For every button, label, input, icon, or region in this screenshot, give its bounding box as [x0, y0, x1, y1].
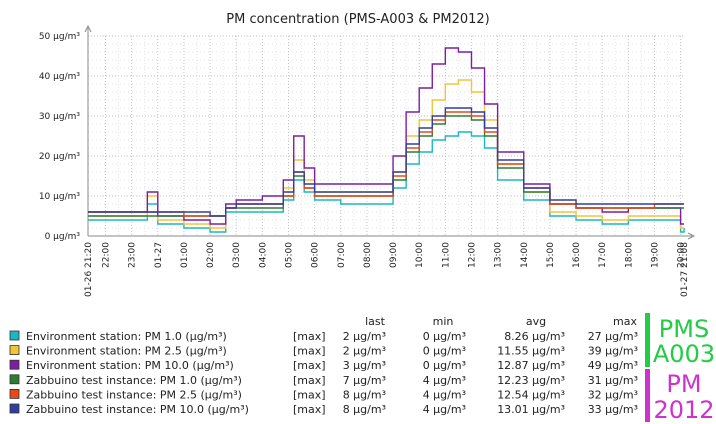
legend-last: 8 µg/m³	[343, 388, 386, 401]
legend-avg: 12.54 µg/m³	[497, 388, 565, 401]
x-tick-label: 07:00	[337, 242, 347, 268]
legend-avg: 8.26 µg/m³	[504, 330, 565, 343]
legend-agg: [max]	[293, 374, 326, 387]
x-tick-label: 01-27	[154, 242, 164, 268]
x-tick-label: 16:00	[572, 242, 582, 268]
legend-agg: [max]	[293, 388, 326, 401]
legend-max: 49 µg/m³	[588, 359, 638, 372]
legend-swatch	[9, 330, 20, 341]
legend-last: 2 µg/m³	[343, 330, 386, 343]
brand-text-a003: A003	[653, 340, 715, 368]
x-tick-label: 05:00	[284, 242, 294, 268]
legend-swatch	[9, 359, 20, 370]
y-tick-label: 30 µg/m³	[39, 112, 81, 122]
x-tick-label: 12:00	[467, 242, 477, 268]
x-axis-arrow	[687, 232, 696, 240]
grid-layer	[88, 35, 684, 237]
legend-series-name: Zabbuino test instance: PM 1.0 (µg/m³)	[26, 374, 242, 387]
legend-series-name: Environment station: PM 1.0 (µg/m³)	[26, 330, 227, 343]
y-tick-label: 0 µg/m³	[45, 232, 81, 242]
y-tick-label: 40 µg/m³	[39, 72, 81, 82]
legend-max: 31 µg/m³	[588, 374, 638, 387]
x-tick-label: 14:00	[520, 242, 530, 268]
legend-min: 0 µg/m³	[423, 345, 466, 358]
x-tick-label: 13:00	[494, 242, 504, 268]
legend-avg: 12.23 µg/m³	[497, 374, 565, 387]
legend-last: 2 µg/m³	[343, 345, 386, 358]
x-tick-label: 22:00	[102, 242, 112, 268]
legend-swatch	[9, 345, 20, 356]
legend-series-name: Zabbuino test instance: PM 10.0 (µg/m³)	[26, 403, 249, 416]
legend-last: 7 µg/m³	[343, 374, 386, 387]
x-tick-label: 20:00	[677, 242, 687, 268]
legend-agg: [max]	[293, 345, 326, 358]
legend-max: 33 µg/m³	[588, 403, 638, 416]
legend-swatch	[9, 374, 20, 385]
legend-series-name: Environment station: PM 10.0 (µg/m³)	[26, 359, 234, 372]
legend-agg: [max]	[293, 330, 326, 343]
series-line-2	[88, 79, 684, 229]
legend-header-last: last	[365, 315, 386, 328]
legend-agg: [max]	[293, 359, 326, 372]
x-tick-label: 17:00	[598, 242, 608, 268]
series-line-3	[88, 47, 684, 225]
brand-text-pms: PMS	[659, 315, 709, 343]
legend-swatch	[9, 388, 20, 399]
axis-layer: 0 µg/m³ 10 µg/m³ 20 µg/m³ 30 µg/m³ 40 µg/m³ 5…	[39, 24, 696, 297]
legend-header-max: max	[613, 315, 637, 328]
legend-min: 0 µg/m³	[423, 330, 466, 343]
brand-text-pm: PM	[666, 370, 701, 398]
x-tick-label: 19:00	[650, 242, 660, 268]
x-tick-label: 01-27 21:08	[680, 242, 690, 297]
x-tick-label: 01:00	[180, 242, 190, 268]
legend-min: 0 µg/m³	[423, 359, 466, 372]
x-tick-label: 08:00	[363, 242, 373, 268]
legend-header-min: min	[433, 315, 454, 328]
legend-avg: 12.87 µg/m³	[497, 359, 565, 372]
series-line-1	[88, 131, 685, 233]
chart-title: PM concentration (PMS-A003 & PM2012)	[226, 12, 489, 27]
x-tick-label: 18:00	[624, 242, 634, 268]
y-axis-arrow	[84, 24, 92, 33]
x-tick-label: 02:00	[206, 242, 216, 268]
x-tick-label: 23:00	[128, 242, 138, 268]
x-tick-label: 15:00	[546, 242, 556, 268]
x-tick-label: 11:00	[441, 242, 451, 268]
x-tick-label: 03:00	[232, 242, 242, 268]
legend-max: 27 µg/m³	[588, 330, 638, 343]
brand-text-2012: 2012	[653, 396, 714, 424]
x-tick-label: 06:00	[311, 242, 321, 268]
y-tick-label: 10 µg/m³	[39, 192, 81, 202]
legend-max: 39 µg/m³	[588, 345, 638, 358]
legend-agg: [max]	[293, 403, 326, 416]
legend-last: 3 µg/m³	[343, 359, 386, 372]
series-line-5	[88, 111, 684, 217]
y-tick-label: 50 µg/m³	[39, 32, 81, 42]
x-tick-label: 04:00	[258, 242, 268, 268]
legend-avg: 13.01 µg/m³	[497, 403, 565, 416]
legend-series-name: Environment station: PM 2.5 (µg/m³)	[26, 345, 227, 358]
legend-header-avg: avg	[526, 315, 546, 328]
legend-min: 4 µg/m³	[423, 403, 466, 416]
brand-bar-pm2012	[645, 369, 650, 422]
brand-bar-pms	[645, 313, 650, 367]
y-tick-label: 20 µg/m³	[39, 152, 81, 162]
legend-min: 4 µg/m³	[423, 388, 466, 401]
x-tick-label: 09:00	[389, 242, 399, 268]
x-tick-label: 01-26 21:20	[84, 242, 94, 297]
series-line-4	[88, 115, 684, 217]
series-layer	[88, 47, 685, 233]
legend-avg: 11.55 µg/m³	[497, 345, 565, 358]
legend-last: 8 µg/m³	[343, 403, 386, 416]
legend-series-name: Zabbuino test instance: PM 2.5 (µg/m³)	[26, 388, 242, 401]
legend-min: 4 µg/m³	[423, 374, 466, 387]
series-line-6	[88, 107, 684, 217]
legend-max: 32 µg/m³	[588, 388, 638, 401]
legend: last min avg max Environment station: PM 1.0…	[9, 315, 638, 416]
x-tick-label: 10:00	[415, 242, 425, 268]
legend-swatch	[9, 403, 20, 414]
